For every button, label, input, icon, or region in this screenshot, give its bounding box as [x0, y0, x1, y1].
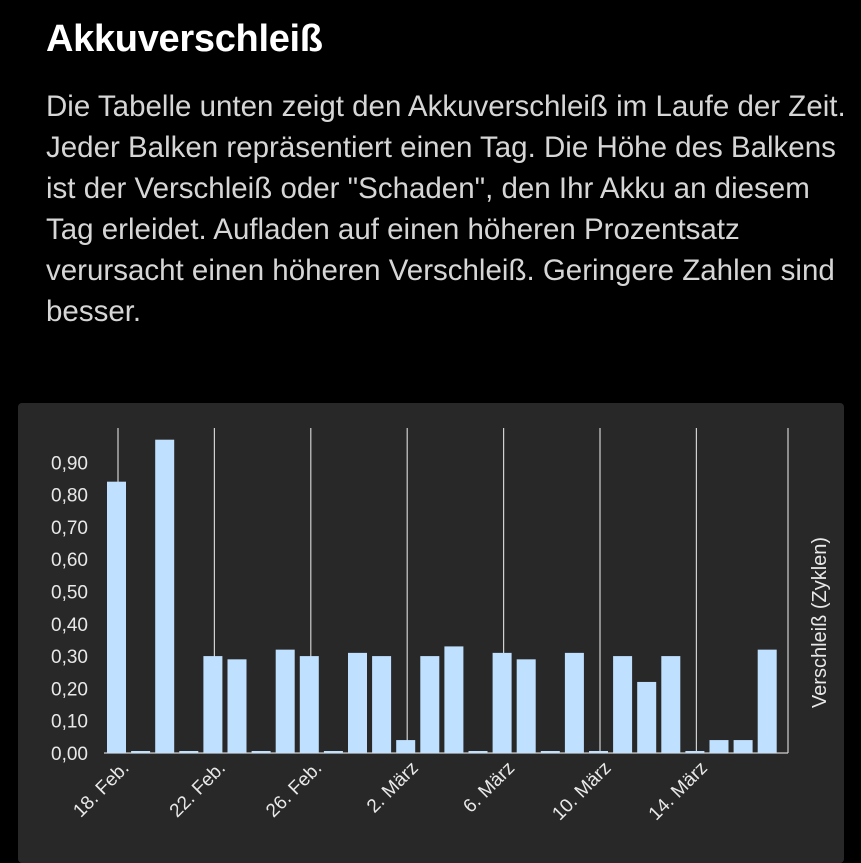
- bar: [396, 740, 416, 753]
- bar: [251, 751, 271, 753]
- bar: [348, 652, 367, 753]
- bar: [589, 751, 608, 753]
- bar: [203, 656, 223, 753]
- bar: [661, 656, 681, 753]
- bar: [540, 751, 560, 753]
- bar: [299, 656, 319, 753]
- bar: [444, 646, 464, 753]
- wear-chart-card: 0,00 0,10 0,20 0,30 0,40 0,50 0,60 0,70 0,80 0,90…: [18, 403, 844, 863]
- bar: [564, 652, 584, 753]
- bar: [107, 481, 126, 753]
- x-tick-label: 2. März: [363, 758, 423, 818]
- y-tick-label: 0,90: [51, 453, 88, 474]
- y-tick-label: 0,00: [51, 744, 88, 765]
- page-title: Akkuverschleiß: [46, 18, 323, 60]
- y-tick-label: 0,10: [51, 712, 88, 733]
- bar: [227, 659, 247, 753]
- bar: [275, 649, 295, 753]
- x-tick-label: 26. Feb.: [262, 758, 326, 822]
- y-tick-label: 0,30: [51, 647, 88, 668]
- bar: [516, 659, 536, 753]
- y-tick-label: 0,20: [51, 679, 88, 700]
- bar: [468, 751, 488, 753]
- x-tick-label: 10. März: [548, 758, 615, 825]
- bar: [131, 751, 151, 753]
- chart-description: Die Tabelle unten zeigt den Akkuverschle…: [46, 90, 846, 328]
- bar: [733, 740, 753, 753]
- y-axis-label: Verschleiß (Zyklen): [809, 537, 831, 708]
- bar: [637, 681, 657, 753]
- bar: [613, 656, 633, 753]
- x-tick-label: 6. März: [459, 758, 519, 818]
- bar: [685, 751, 705, 753]
- x-tick-label: 14. März: [645, 758, 712, 825]
- bar: [420, 656, 440, 753]
- bar: [323, 751, 343, 753]
- bar: [372, 656, 392, 753]
- bar: [155, 439, 175, 753]
- bar: [179, 751, 199, 753]
- bar: [492, 652, 512, 753]
- x-tick-label: 22. Feb.: [166, 758, 230, 822]
- x-tick-label: 18. Feb.: [69, 758, 133, 822]
- y-tick-label: 0,40: [51, 615, 88, 636]
- y-tick-label: 0,70: [51, 518, 88, 539]
- y-tick-label: 0,80: [51, 486, 88, 507]
- y-tick-label: 0,50: [51, 583, 88, 604]
- bar: [757, 649, 777, 753]
- bar: [709, 740, 729, 753]
- wear-bar-chart: 0,00 0,10 0,20 0,30 0,40 0,50 0,60 0,70 0,80 0,90…: [51, 428, 831, 825]
- y-tick-label: 0,60: [51, 550, 88, 571]
